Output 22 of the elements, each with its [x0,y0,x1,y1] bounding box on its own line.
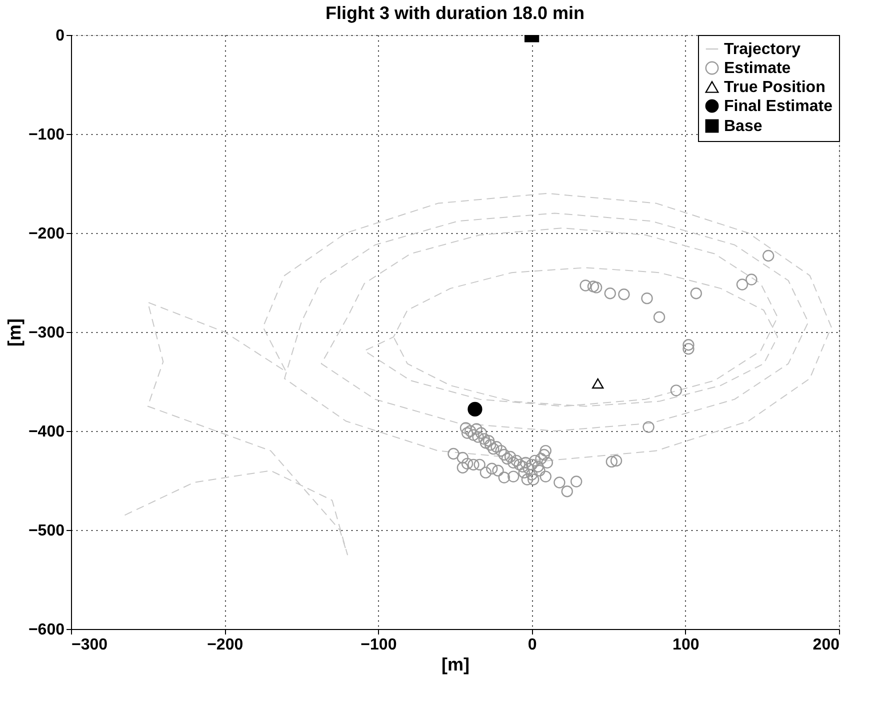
legend-label: Trajectory [724,41,801,58]
y-axis-title: [m] [4,318,24,346]
y-tick-label: −500 [28,522,65,540]
x-tick-label: 100 [672,636,700,654]
x-tick-label: −100 [360,636,397,654]
y-tick-label: −100 [28,126,65,144]
legend-label: Estimate [724,60,791,77]
x-tick-label: −200 [207,636,244,654]
y-tick-label: −600 [28,622,65,638]
legend-label: Final Estimate [724,98,833,115]
y-tick-label: 0 [56,28,65,44]
line-series [124,192,832,556]
y-tick-label: −300 [28,324,65,342]
y-tick-label: −200 [28,226,65,242]
x-tick-label: −300 [72,636,108,654]
y-tick-label: −400 [28,424,65,440]
x-axis-title: [m] [442,654,470,674]
legend-label: Base [724,118,762,135]
legend-label: True Position [724,79,826,96]
chart-title: Flight 3 with duration 18.0 min [325,3,585,23]
x-tick-label: 0 [528,636,537,654]
x-tick-label: 200 [812,636,840,654]
